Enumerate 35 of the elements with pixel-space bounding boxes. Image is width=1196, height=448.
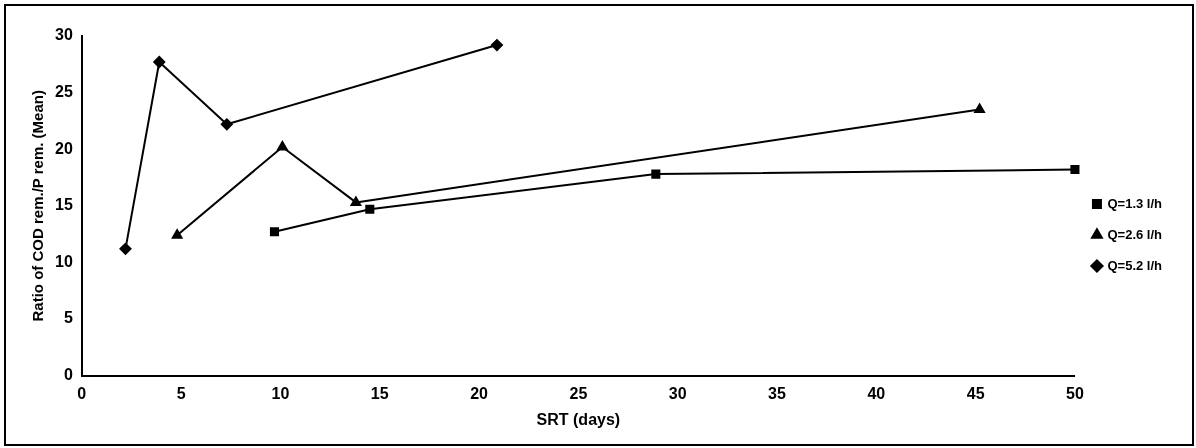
x-tick-label: 20 bbox=[470, 384, 489, 402]
y-tick-label: 30 bbox=[55, 26, 73, 44]
point bbox=[119, 242, 132, 255]
x-tick-label: 40 bbox=[867, 384, 886, 402]
x-tick-label: 15 bbox=[370, 384, 389, 402]
point bbox=[651, 169, 661, 179]
point bbox=[277, 140, 288, 151]
y-tick-label: 0 bbox=[63, 366, 73, 384]
y-tick-label: 5 bbox=[63, 309, 73, 327]
x-tick-label: 10 bbox=[271, 384, 290, 402]
point bbox=[974, 103, 985, 114]
point bbox=[1070, 165, 1080, 175]
x-tick-label: 0 bbox=[77, 384, 87, 402]
x-tick-label: 30 bbox=[668, 384, 687, 402]
x-tick-label: 45 bbox=[966, 384, 985, 402]
point bbox=[220, 118, 233, 131]
point bbox=[153, 56, 166, 69]
y-axis-title: Ratio of COD rem./P rem. (Mean) bbox=[29, 90, 47, 322]
x-tick-label: 25 bbox=[569, 384, 588, 402]
x-axis-title: SRT (days) bbox=[536, 410, 621, 428]
y-tick-label: 25 bbox=[55, 83, 73, 101]
y-tick-label: 10 bbox=[55, 252, 73, 270]
point bbox=[269, 227, 279, 237]
x-tick-label: 50 bbox=[1066, 384, 1084, 402]
point bbox=[490, 39, 503, 52]
y-tick-label: 20 bbox=[55, 139, 73, 157]
x-tick-label: 5 bbox=[176, 384, 186, 402]
legend-label: Q=5.2 l/h bbox=[1107, 257, 1163, 273]
legend-label: Q=2.6 l/h bbox=[1107, 226, 1163, 242]
x-tick-label: 35 bbox=[768, 384, 786, 402]
point bbox=[350, 196, 362, 206]
point bbox=[171, 229, 183, 239]
y-tick-label: 15 bbox=[55, 196, 73, 214]
point bbox=[365, 204, 375, 214]
legend-label: Q=1.3 l/h bbox=[1107, 195, 1163, 211]
